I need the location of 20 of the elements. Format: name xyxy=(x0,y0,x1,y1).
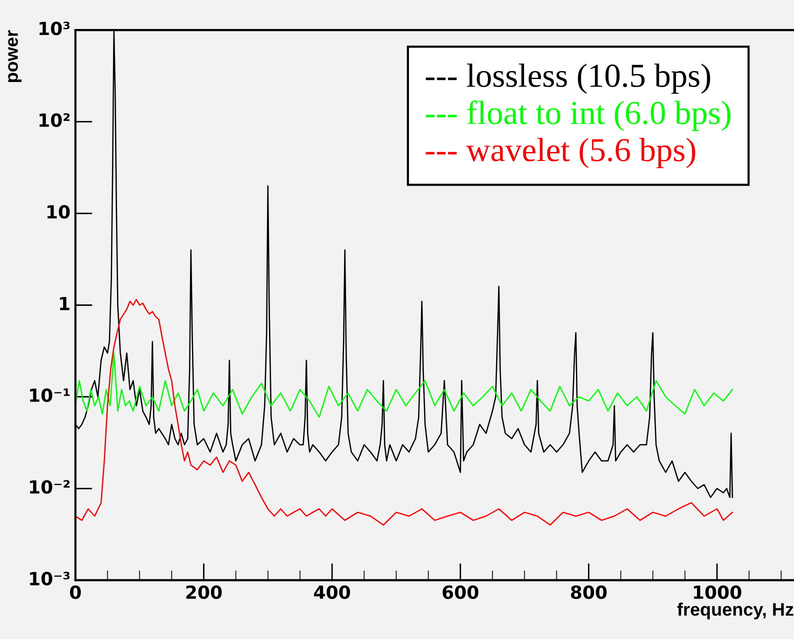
x-tick-label: 200 xyxy=(186,585,222,600)
y-axis-title: power xyxy=(8,30,22,82)
x-tick-label: 600 xyxy=(442,585,478,600)
x-tick-label: 0 xyxy=(70,585,81,600)
y-tick-label: 10⁻³ xyxy=(30,572,70,586)
text: --- wavelet (5.6 bps) xyxy=(426,138,696,168)
y-tick-label: 10² xyxy=(40,113,70,127)
text: --- lossless (10.5 bps) xyxy=(426,64,710,94)
y-tick-label: 10 xyxy=(47,205,70,219)
text: --- float to int (6.0 bps) xyxy=(426,100,730,132)
x-axis-title: frequency, Hz xyxy=(677,602,794,620)
y-tick-label: 10³ xyxy=(40,22,70,36)
y-tick-label: 10⁻² xyxy=(30,480,70,494)
x-tick-label: 400 xyxy=(314,585,350,600)
y-tick-label: 10⁻¹ xyxy=(30,388,70,402)
x-tick-label: 1000 xyxy=(694,585,742,600)
line-series xyxy=(75,352,734,418)
y-tick-label: 1 xyxy=(60,296,70,310)
line-series xyxy=(75,298,734,526)
x-tick-label: 800 xyxy=(570,585,607,600)
